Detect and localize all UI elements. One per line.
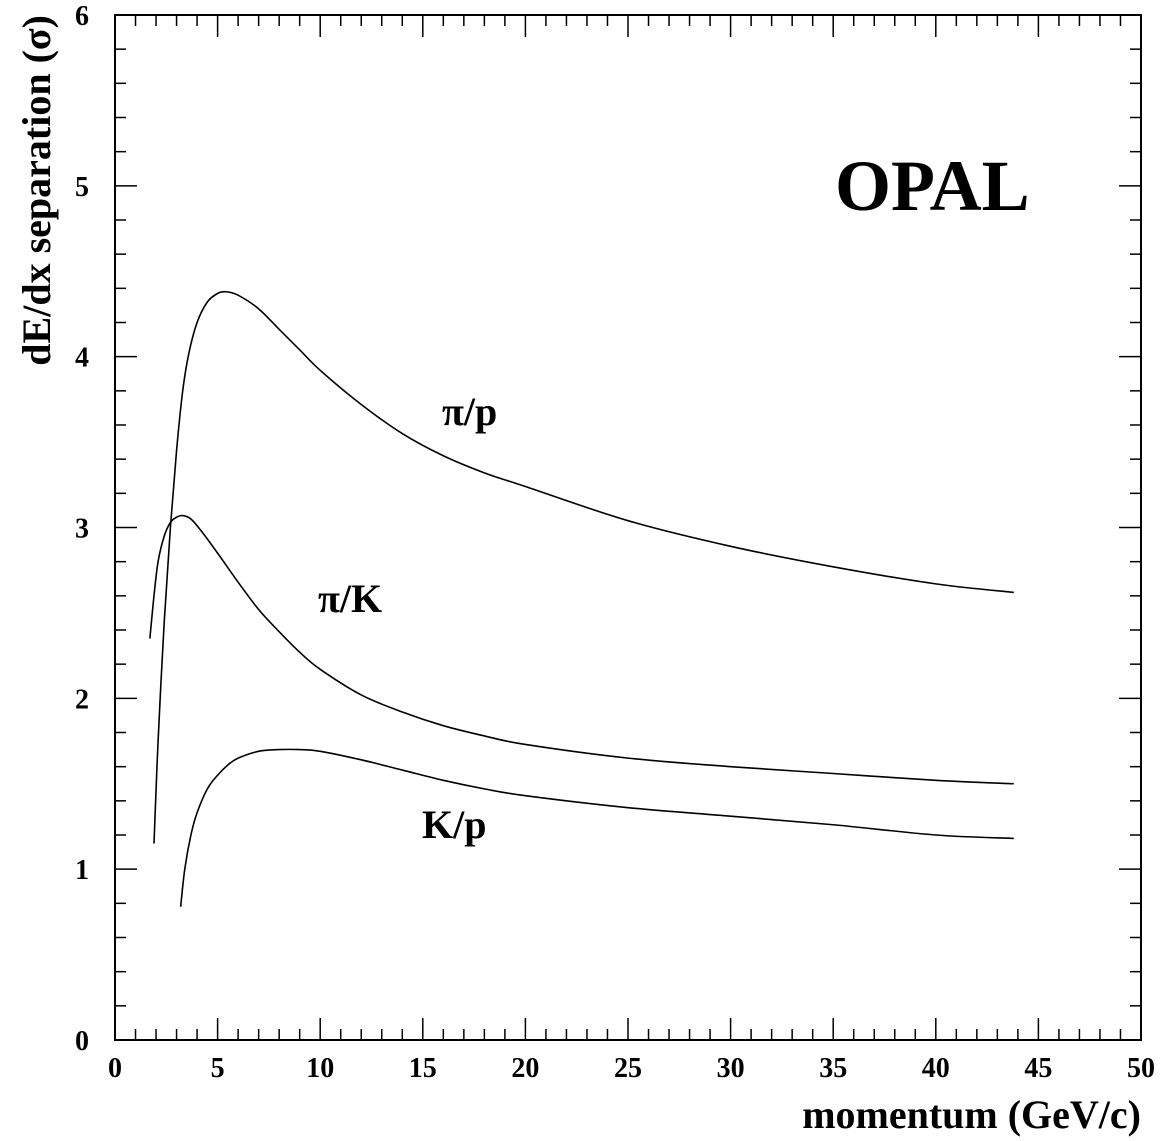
x-tick-label: 10 xyxy=(306,1053,334,1084)
y-axis-title: dE/dx separation (σ) xyxy=(14,15,59,366)
x-tick-label: 35 xyxy=(819,1053,847,1084)
series-curves xyxy=(149,290,1014,907)
x-tick-label: 5 xyxy=(211,1053,225,1084)
series-label-k-p: K/p xyxy=(422,802,486,847)
x-tick-label: 45 xyxy=(1024,1053,1052,1084)
series-label-pi-p: π/p xyxy=(442,389,497,434)
series-label-pi-k: π/K xyxy=(318,576,382,621)
axis-ticks xyxy=(114,14,1142,1041)
y-tick-label: 5 xyxy=(75,172,89,203)
x-tick-label: 20 xyxy=(511,1053,539,1084)
x-axis-title: momentum (GeV/c) xyxy=(802,1092,1141,1137)
x-tick-label: 30 xyxy=(717,1053,745,1084)
series-line-k-p xyxy=(179,748,1014,907)
x-tick-label: 50 xyxy=(1127,1053,1155,1084)
y-tick-label: 6 xyxy=(75,1,89,32)
y-tick-label: 3 xyxy=(75,514,89,545)
x-tick-label: 0 xyxy=(108,1053,122,1084)
y-tick-labels: 0 1 2 3 4 5 6 xyxy=(75,1,89,1057)
opal-label: OPAL xyxy=(835,146,1030,226)
y-tick-label: 2 xyxy=(75,684,89,715)
x-tick-label: 25 xyxy=(614,1053,642,1084)
x-tick-label: 15 xyxy=(409,1053,437,1084)
x-tick-labels: 0 5 10 15 20 25 30 35 40 45 50 xyxy=(108,1053,1155,1084)
series-line-pi-p xyxy=(153,290,1014,844)
y-tick-label: 0 xyxy=(75,1026,89,1057)
x-tick-label: 40 xyxy=(922,1053,950,1084)
series-line-pi-k xyxy=(149,514,1014,785)
y-tick-label: 4 xyxy=(75,343,89,374)
y-tick-label: 1 xyxy=(75,855,89,886)
